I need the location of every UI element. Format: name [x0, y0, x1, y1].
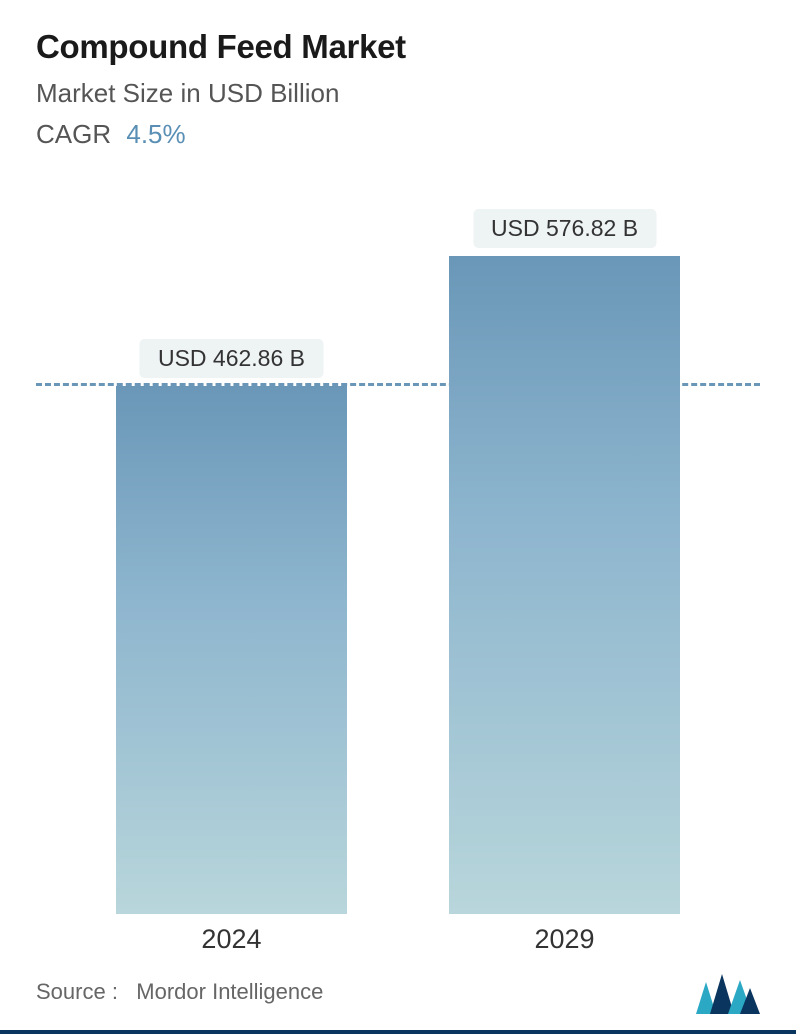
- footer-divider: [0, 1030, 796, 1034]
- x-label-2029: 2029: [534, 924, 594, 955]
- chart-title: Compound Feed Market: [36, 28, 760, 66]
- x-axis-labels: 2024 2029: [36, 924, 760, 964]
- chart-area: USD 462.86 BUSD 576.82 B: [36, 230, 760, 914]
- bar-2024: [116, 386, 348, 914]
- chart-footer: Source : Mordor Intelligence: [36, 970, 760, 1014]
- source-name: Mordor Intelligence: [136, 979, 323, 1004]
- cagr-label: CAGR: [36, 119, 111, 149]
- value-label-2024: USD 462.86 B: [140, 339, 323, 378]
- source-label: Source :: [36, 979, 118, 1004]
- brand-logo-icon: [696, 970, 760, 1014]
- chart-header: Compound Feed Market Market Size in USD …: [0, 0, 796, 150]
- value-label-2029: USD 576.82 B: [473, 209, 656, 248]
- cagr-value: 4.5%: [126, 119, 185, 149]
- bar-2029: [449, 256, 681, 914]
- x-label-2024: 2024: [201, 924, 261, 955]
- cagr-line: CAGR 4.5%: [36, 119, 760, 150]
- source-text: Source : Mordor Intelligence: [36, 979, 323, 1005]
- chart-subtitle: Market Size in USD Billion: [36, 78, 760, 109]
